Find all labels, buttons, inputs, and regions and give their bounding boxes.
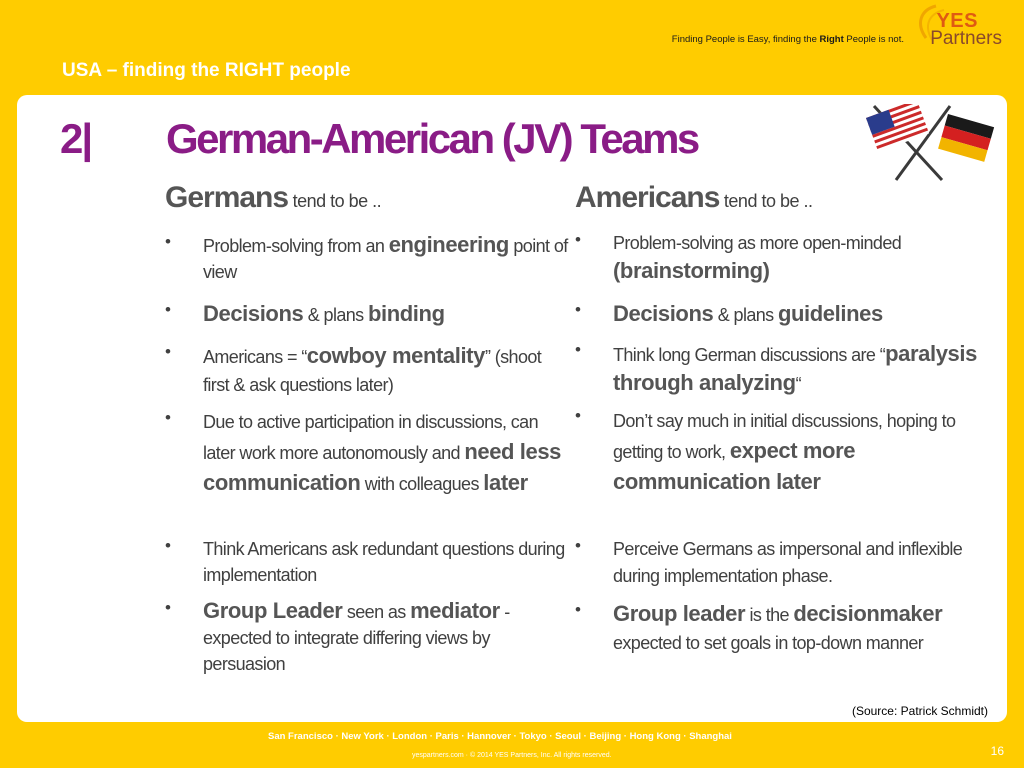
list-item: • Problem-solving from an engineering po… [165, 232, 570, 285]
page-number: 16 [990, 744, 1004, 758]
bullet-bold: engineering [388, 232, 510, 257]
bullet-text: Don’t say much in initial discussions, h… [613, 411, 956, 462]
slide-number: 2| [60, 115, 93, 162]
bullet-bold: guidelines [777, 301, 883, 326]
bullet-icon: • [165, 342, 171, 361]
bullet-icon: • [575, 300, 581, 319]
office-cities: San Francisco · New York · London · Pari… [268, 731, 732, 742]
bullet-text: Due to active participation in discussio… [203, 412, 539, 463]
source-note: (Source: Patrick Schmidt) [851, 704, 988, 718]
bullet-text: Americans = “ [203, 347, 307, 367]
bullet-text: Think Americans ask redundant questions … [203, 539, 565, 585]
bullet-bold: (brainstorming) [613, 258, 770, 283]
bullet-icon: • [165, 408, 171, 427]
americans-column: Americans tend to be .. • Problem-solvin… [575, 178, 1000, 653]
bullet-text: point of view [203, 236, 568, 282]
copyright-text: yespartners.com · © 2014 YES Partners, I… [412, 752, 612, 759]
list-item: • Due to active participation in discuss… [165, 408, 570, 499]
tagline-bold: Right [819, 34, 844, 45]
bullet-icon: • [575, 406, 581, 425]
bullet-bold: binding [367, 301, 445, 326]
bullet-bold: mediator [410, 598, 500, 623]
list-item: • Problem-solving as more open-minded (b… [575, 230, 1000, 286]
bullet-bold: Group leader [613, 601, 746, 626]
bullet-text: is the [745, 605, 794, 625]
bullet-text: “ [795, 374, 802, 394]
bullet-bold: Decisions [613, 301, 714, 326]
slide-title: German-American (JV) Teams [166, 115, 700, 162]
bullet-icon: • [165, 300, 171, 319]
bullet-icon: • [165, 232, 171, 251]
bullet-text: ” (shoot first & ask questions later) [203, 347, 542, 395]
bullet-bold: decisionmaker [793, 601, 943, 626]
bullet-icon: • [575, 536, 581, 555]
bullet-text: with colleagues [360, 474, 484, 494]
bullet-text: expected to set goals in top-down manner [613, 633, 924, 653]
logo-swoosh-icon [919, 4, 945, 41]
list-item: • Think Americans ask redundant question… [165, 536, 570, 588]
us-german-flags-icon [866, 104, 995, 182]
germans-column: Germans tend to be .. • Problem-solving … [165, 178, 570, 674]
bullet-text: Problem-solving from an [203, 236, 389, 256]
list-item: • Decisions & plans guidelines [575, 300, 1000, 329]
section-title: USA – finding the RIGHT people [62, 60, 351, 81]
bullet-text: & plans [713, 305, 778, 325]
bullet-bold: cowboy mentality [306, 343, 486, 368]
americans-heading-sub: tend to be .. [719, 191, 813, 211]
germans-heading-bold: Germans [165, 181, 289, 214]
list-item: • Decisions & plans binding [165, 300, 570, 329]
bullet-text: - expected to integrate differing views … [203, 602, 510, 674]
logo-yes-text: YES [936, 10, 978, 32]
bullet-bold: expect more communication later [613, 438, 856, 494]
bullet-text: Problem-solving as more open-minded [613, 233, 902, 253]
bullet-text: & plans [303, 305, 368, 325]
bullet-text: seen as [342, 602, 411, 622]
bullet-icon: • [165, 598, 171, 617]
bullet-bold: Group Leader [203, 598, 343, 623]
list-item: • Americans = “cowboy mentality” (shoot … [165, 342, 570, 399]
americans-heading: Americans tend to be .. [575, 178, 1000, 221]
tagline-text-end: People is not. [843, 34, 904, 45]
tagline: Finding People is Easy, finding the Righ… [672, 34, 904, 45]
bullet-icon: • [575, 230, 581, 249]
bullet-text: Think long German discussions are “ [613, 345, 886, 365]
list-item: • Group leader is the decisionmaker expe… [575, 600, 1000, 657]
bullet-text: Perceive Germans as impersonal and infle… [613, 539, 963, 586]
bullet-bold: need less communication [203, 439, 562, 495]
bullet-bold: Decisions [203, 301, 304, 326]
list-item: • Don’t say much in initial discussions,… [575, 406, 1000, 498]
bullet-bold: later [483, 470, 528, 495]
bullet-icon: • [575, 600, 581, 619]
americans-heading-bold: Americans [575, 181, 720, 214]
bullet-icon: • [165, 536, 171, 555]
yes-partners-logo: YES Partners [912, 4, 1002, 54]
tagline-text: Finding People is Easy, finding the [671, 34, 820, 45]
bullet-bold: paralysis through analyzing [613, 341, 977, 395]
content-panel [17, 95, 1007, 722]
logo-partners-text: Partners [930, 28, 1002, 49]
list-item: • Perceive Germans as impersonal and inf… [575, 536, 1000, 590]
bullet-icon: • [575, 340, 581, 359]
germans-heading-sub: tend to be .. [288, 191, 382, 211]
list-item: • Group Leader seen as mediator - expect… [165, 598, 570, 677]
list-item: • Think long German discussions are “par… [575, 340, 1000, 398]
germans-heading: Germans tend to be .. [165, 178, 570, 221]
